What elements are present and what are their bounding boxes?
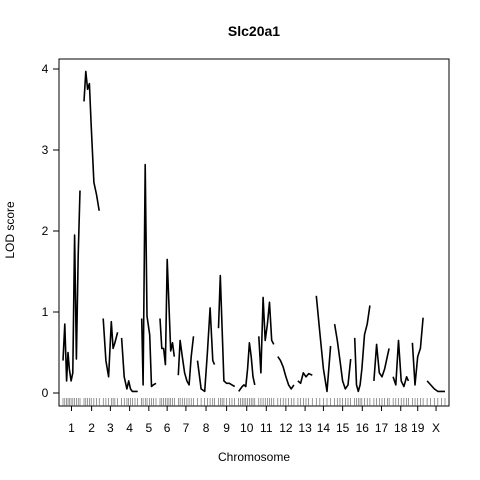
x-tick-label: X	[432, 421, 440, 435]
x-tick-label: 3	[107, 421, 114, 435]
lod-curve-chr-1	[62, 190, 81, 382]
lod-curve-chr-11	[258, 296, 275, 374]
lod-curve-chr-16	[353, 305, 371, 393]
x-tick-label: 13	[298, 421, 312, 435]
y-tick-label: 3	[42, 143, 49, 157]
x-tick-label: 10	[240, 421, 254, 435]
x-tick-label: 14	[317, 421, 331, 435]
x-axis-label: Chromosome	[218, 450, 290, 464]
lod-curve-chr-5	[140, 163, 157, 388]
y-tick-label: 2	[42, 224, 49, 238]
marker-rug	[62, 398, 446, 406]
lod-curve-chr-4	[120, 337, 138, 393]
lod-curve-chr-17	[373, 343, 390, 381]
lod-curve-chr-19	[411, 317, 424, 386]
lod-curve-chr-7	[177, 336, 195, 386]
lod-curve-chr-13	[297, 371, 313, 385]
x-tick-label: 7	[183, 421, 190, 435]
lod-curve-chr-15	[333, 323, 352, 390]
x-tick-label: 18	[394, 421, 408, 435]
x-tick-label: 11	[260, 421, 273, 435]
lod-curves	[62, 70, 445, 393]
y-tick-label: 1	[42, 305, 49, 319]
lod-curve-chr-9	[217, 274, 236, 388]
lod-curve-chr-18	[392, 339, 410, 388]
x-tick-label: 6	[164, 421, 171, 435]
x-tick-label: 15	[336, 421, 350, 435]
x-tick-label: 17	[375, 421, 389, 435]
x-tick-label: 16	[356, 421, 370, 435]
x-tick-label: 19	[411, 421, 425, 435]
lod-curve-chr-6	[159, 258, 176, 366]
x-tick-label: 4	[126, 421, 133, 435]
y-tick-label: 0	[42, 386, 49, 400]
y-axis: 0 1 2 3 4	[42, 62, 59, 400]
lod-curve-chr-x	[426, 380, 445, 393]
x-tick-label: 9	[223, 421, 230, 435]
y-axis-label: LOD score	[3, 201, 17, 259]
lod-curve-chr-12	[277, 356, 295, 390]
x-tick-label: 2	[88, 421, 95, 435]
x-tick-label: 12	[279, 421, 293, 435]
lod-curve-chr-2	[83, 70, 100, 211]
x-axis: 1 2 3 4 5 6 7 8 9 10 11 12 13 14 15 16 17 18 19 X	[68, 406, 440, 435]
chart-title: Slc20a1	[228, 23, 280, 39]
lod-curve-chr-8	[196, 307, 216, 393]
x-tick-label: 8	[203, 421, 210, 435]
x-tick-label: 5	[145, 421, 152, 435]
y-tick-label: 4	[42, 62, 49, 76]
lod-curve-chr-10	[238, 341, 256, 392]
plot-frame	[58, 58, 450, 407]
lod-curve-chr-14	[315, 295, 332, 393]
x-tick-label: 1	[68, 421, 75, 435]
lod-curve-chr-3	[102, 318, 119, 378]
